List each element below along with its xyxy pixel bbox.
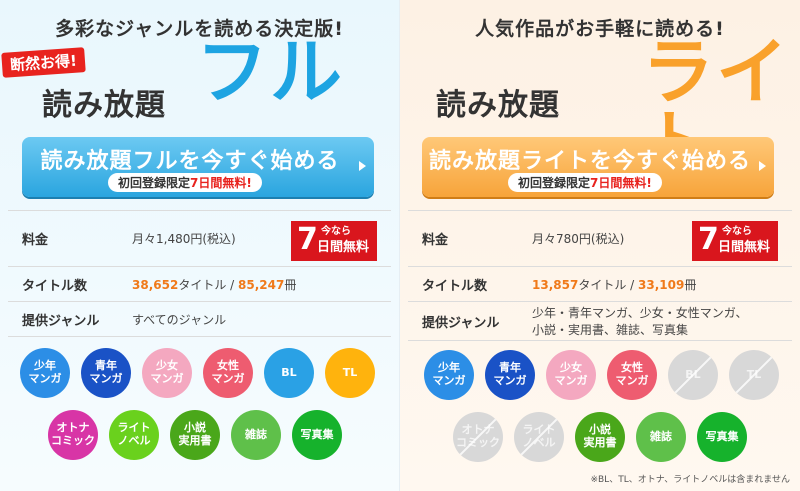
plan-full-panel: 多彩なジャンルを読める決定版! 断然お得! 読み放題 フル 読み放題フルを今すぐ… xyxy=(0,0,400,491)
lite-start-button-label: 読み放題ライトを今すぐ始める xyxy=(428,149,751,174)
lite-books-count: 33,109 xyxy=(638,277,685,292)
full-trial-note-a: 初回登録限定 xyxy=(118,176,191,190)
lite-titles-value: 13,857タイトル / 33,109冊 xyxy=(532,276,696,293)
lite-genre-row: 提供ジャンル 少年・青年マンガ、少女・女性マンガ、 小説・実用書、雑誌、写真集 xyxy=(408,301,792,341)
genre-badge-10: 雑誌 xyxy=(231,410,281,460)
lite-genre-label: 提供ジャンル xyxy=(422,315,500,331)
genre-badge-3: 少女 マンガ xyxy=(142,348,192,398)
full-titles-unit: タイトル / xyxy=(178,277,238,292)
full-books-count: 85,247 xyxy=(238,277,285,292)
lite-titles-row: タイトル数 13,857タイトル / 33,109冊 xyxy=(408,266,792,301)
full-price-label: 料金 xyxy=(22,233,49,248)
genre-badge-5: BL xyxy=(264,348,314,398)
full-genre-label: 提供ジャンル xyxy=(22,313,100,329)
genre-badge-8: ライト ノベル xyxy=(514,412,564,462)
full-free-now: 今なら xyxy=(321,226,351,237)
lite-product-name: 読み放題 xyxy=(436,88,560,123)
arrow-right-icon xyxy=(359,161,366,171)
lite-free-days: 7 xyxy=(698,222,719,257)
genre-badge-11: 写真集 xyxy=(697,412,747,462)
genre-badge-2: 青年 マンガ xyxy=(485,350,535,400)
full-tagline: 多彩なジャンルを読める決定版! xyxy=(55,18,344,40)
full-titles-row: タイトル数 38,652タイトル / 85,247冊 xyxy=(8,266,391,301)
lite-exclusion-note: ※BL、TL、オトナ、ライトノベルは含まれません xyxy=(590,475,790,485)
lite-books-unit: 冊 xyxy=(684,277,697,292)
genre-badge-1: 少年 マンガ xyxy=(424,350,474,400)
lite-trial-note: 初回登録限定7日間無料! xyxy=(508,173,662,192)
full-genre-row: 提供ジャンル すべてのジャンル xyxy=(8,301,391,337)
genre-badge-11: 写真集 xyxy=(292,410,342,460)
arrow-right-icon xyxy=(759,161,766,171)
lite-tagline: 人気作品がお手軽に読める! xyxy=(475,18,725,40)
genre-badge-4: 女性 マンガ xyxy=(607,350,657,400)
full-price-value: 月々1,480円(税込) xyxy=(132,232,236,246)
full-deal-badge: 断然お得! xyxy=(1,47,86,78)
lite-start-button[interactable]: 読み放題ライトを今すぐ始める 初回登録限定7日間無料! xyxy=(422,137,774,197)
lite-price-value: 月々780円(税込) xyxy=(532,232,625,246)
genre-badge-8: ライト ノベル xyxy=(109,410,159,460)
lite-titles-unit: タイトル / xyxy=(578,277,638,292)
lite-trial-note-b: 7日間無料! xyxy=(590,176,652,190)
lite-price-row: 料金 月々780円(税込) 7 今なら 日間無料 xyxy=(408,210,792,266)
genre-badge-9: 小説 実用書 xyxy=(170,410,220,460)
genre-badge-1: 少年 マンガ xyxy=(20,348,70,398)
lite-price-label: 料金 xyxy=(422,233,449,248)
lite-plan-table: 料金 月々780円(税込) 7 今なら 日間無料 タイトル数 13,857タイト… xyxy=(408,210,792,341)
genre-badge-6: TL xyxy=(325,348,375,398)
full-start-button-label: 読み放題フルを今すぐ始める xyxy=(40,149,340,174)
lite-titles-count: 13,857 xyxy=(532,277,579,292)
genre-badge-5: BL xyxy=(668,350,718,400)
genre-badge-2: 青年 マンガ xyxy=(81,348,131,398)
full-start-button[interactable]: 読み放題フルを今すぐ始める 初回登録限定7日間無料! xyxy=(22,137,374,197)
full-books-unit: 冊 xyxy=(284,277,297,292)
lite-free-text: 日間無料 xyxy=(718,240,771,255)
genre-badge-4: 女性 マンガ xyxy=(203,348,253,398)
full-trial-note: 初回登録限定7日間無料! xyxy=(108,173,262,192)
full-genre-value: すべてのジャンル xyxy=(132,312,227,327)
full-trial-note-b: 7日間無料! xyxy=(190,176,252,190)
genre-badge-7: オトナ コミック xyxy=(48,410,98,460)
lite-free-trial-badge: 7 今なら 日間無料 xyxy=(692,221,778,261)
full-titles-label: タイトル数 xyxy=(22,278,88,294)
full-plan-title: フル xyxy=(196,30,345,114)
lite-titles-label: タイトル数 xyxy=(422,278,488,294)
full-product-name: 読み放題 xyxy=(42,88,166,123)
lite-genre-value-line2: 小説・実用書、雑誌、写真集 xyxy=(532,323,689,337)
full-price-row: 料金 月々1,480円(税込) 7 今なら 日間無料 xyxy=(8,210,391,266)
full-plan-table: 料金 月々1,480円(税込) 7 今なら 日間無料 タイトル数 38,652タ… xyxy=(8,210,391,337)
genre-badge-3: 少女 マンガ xyxy=(546,350,596,400)
lite-free-now: 今なら xyxy=(722,226,752,237)
lite-genre-value-line1: 少年・青年マンガ、少女・女性マンガ、 xyxy=(532,306,748,320)
full-free-days: 7 xyxy=(297,222,318,257)
lite-trial-note-a: 初回登録限定 xyxy=(518,176,591,190)
full-titles-value: 38,652タイトル / 85,247冊 xyxy=(132,276,296,293)
full-free-trial-badge: 7 今なら 日間無料 xyxy=(291,221,377,261)
genre-badge-10: 雑誌 xyxy=(636,412,686,462)
plan-lite-panel: 人気作品がお手軽に読める! 読み放題 ライト 読み放題ライトを今すぐ始める 初回… xyxy=(400,0,800,491)
full-titles-count: 38,652 xyxy=(132,277,179,292)
lite-genre-value: 少年・青年マンガ、少女・女性マンガ、 小説・実用書、雑誌、写真集 xyxy=(532,304,748,338)
genre-badge-6: TL xyxy=(729,350,779,400)
genre-badge-7: オトナ コミック xyxy=(453,412,503,462)
genre-badge-9: 小説 実用書 xyxy=(575,412,625,462)
full-free-text: 日間無料 xyxy=(317,240,370,255)
